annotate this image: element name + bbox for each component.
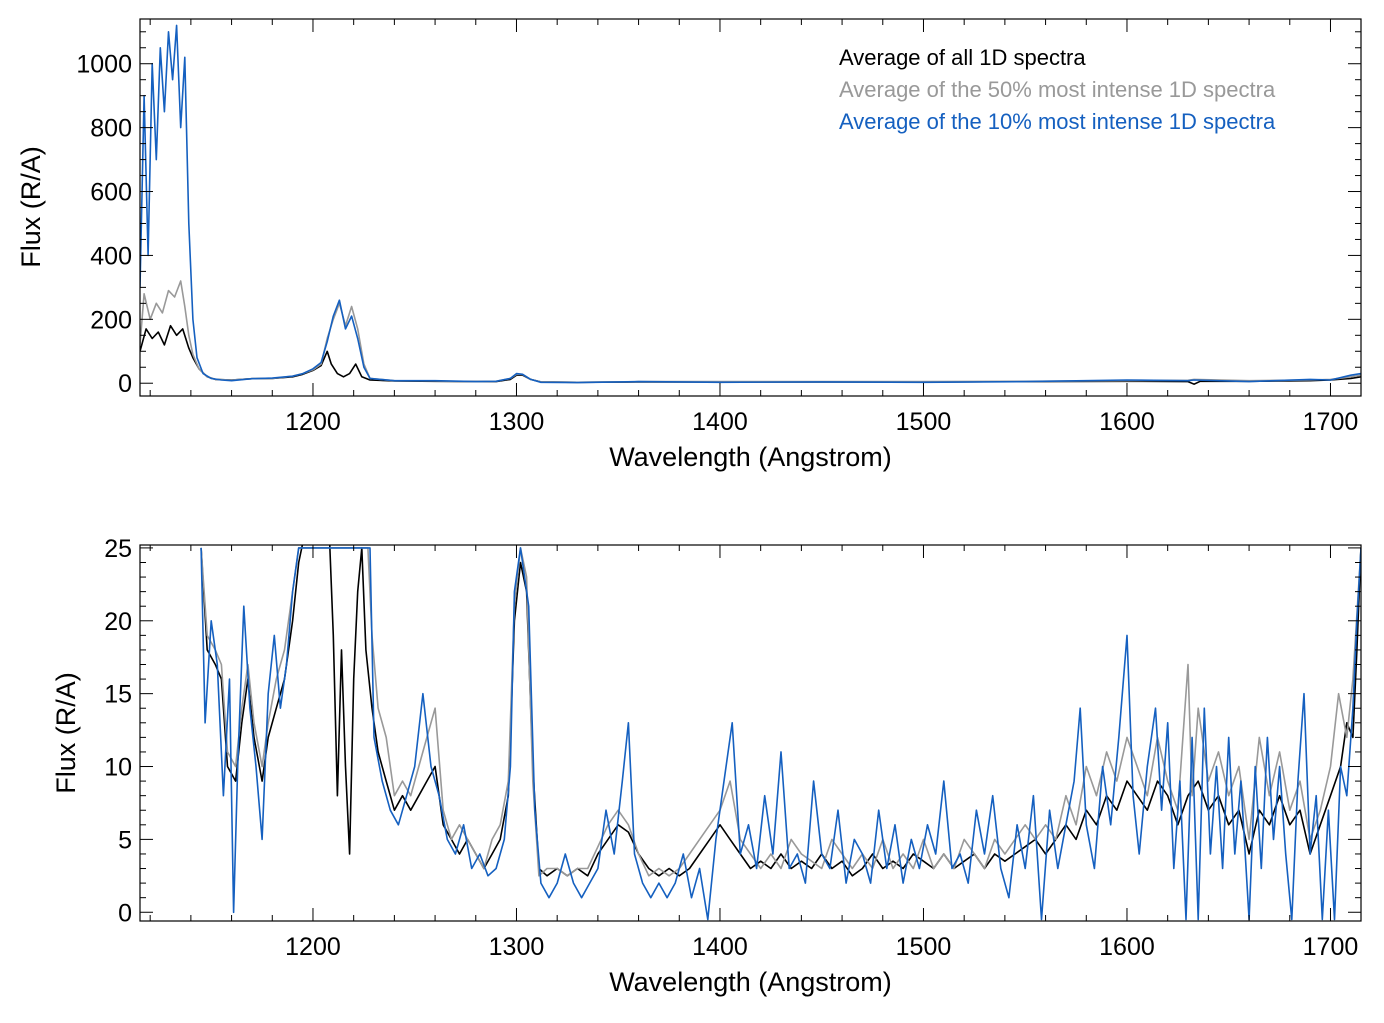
y-tick-label: 1000 <box>76 51 132 79</box>
x-tick-label: 1700 <box>1303 933 1359 961</box>
y-tick-label: 0 <box>118 899 132 927</box>
x-tick-label: 1500 <box>896 408 952 436</box>
legend-entry-all: Average of all 1D spectra <box>839 45 1086 70</box>
x-tick-label: 1300 <box>489 408 545 436</box>
x-tick-label: 1400 <box>692 933 748 961</box>
x-tick-label: 1600 <box>1099 933 1155 961</box>
y-tick-label: 20 <box>104 608 132 636</box>
y-tick-label: 0 <box>118 370 132 398</box>
legend-entry-top-50: Average of the 50% most intense 1D spect… <box>839 77 1276 102</box>
series-group <box>200 545 1361 921</box>
top-x-axis-label: Wavelength (Angstrom) <box>609 442 892 472</box>
y-tick-label: 5 <box>118 826 132 854</box>
top-y-axis-label: Flux (R/A) <box>16 146 46 268</box>
y-tick-label: 400 <box>90 242 132 270</box>
x-tick-label: 1700 <box>1303 408 1359 436</box>
top-legend: Average of all 1D spectra Average of the… <box>839 45 1276 134</box>
y-tick-label: 25 <box>104 535 132 563</box>
y-tick-label: 800 <box>90 115 132 143</box>
x-tick-label: 1300 <box>489 933 545 961</box>
series-group <box>140 24 1361 385</box>
x-tick-label: 1200 <box>285 408 341 436</box>
bottom-panel: Wavelength (Angstrom) Flux (R/A) 1200 130… <box>51 535 1362 997</box>
series-line-0 <box>200 545 1361 877</box>
x-tick-label: 1400 <box>692 408 748 436</box>
y-tick-label: 600 <box>90 179 132 207</box>
y-tick-label: 200 <box>90 306 132 334</box>
top-panel: Wavelength (Angstrom) Flux (R/A) Average… <box>16 18 1362 472</box>
legend-entry-top-10: Average of the 10% most intense 1D spect… <box>839 109 1276 134</box>
plot-frame <box>139 18 1362 397</box>
plot-frame <box>139 544 1362 922</box>
series-line-1 <box>140 280 1361 384</box>
x-tick-label: 1200 <box>285 933 341 961</box>
series-line-2 <box>200 547 1361 921</box>
y-tick-label: 15 <box>104 681 132 709</box>
series-line-2 <box>140 24 1361 384</box>
x-tick-label: 1600 <box>1099 408 1155 436</box>
y-tick-label: 10 <box>104 754 132 782</box>
bottom-y-axis-label: Flux (R/A) <box>51 672 81 794</box>
series-line-1 <box>200 547 1361 877</box>
x-tick-label: 1500 <box>896 933 952 961</box>
bottom-x-axis-label: Wavelength (Angstrom) <box>609 967 892 997</box>
